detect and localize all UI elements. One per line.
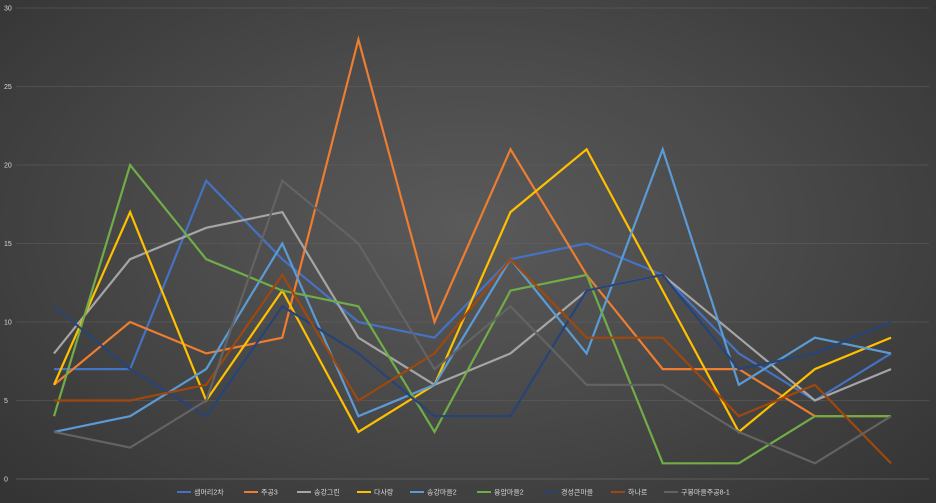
legend-item-9[interactable]: 구봉마을주공8-1 — [664, 488, 730, 497]
gridlines — [16, 7, 929, 480]
series-line-9 — [53, 178, 892, 465]
legend-item-1[interactable]: 샘머리2차 — [177, 488, 224, 497]
series-line-3 — [53, 210, 892, 402]
y-tick-label: 20 — [4, 163, 12, 170]
series-line-8 — [54, 257, 892, 465]
series-line-4 — [52, 147, 892, 434]
y-tick-label: 30 — [4, 6, 12, 13]
y-tick-label: 0 — [4, 477, 8, 484]
legend-label: 송강그린 — [314, 488, 340, 497]
legend-item-3[interactable]: 송강그린 — [297, 488, 340, 497]
y-tick-label: 15 — [4, 241, 12, 248]
legend-label: 용암마을2 — [494, 488, 524, 497]
legend-label: 샘머리2차 — [194, 488, 224, 497]
legend-item-4[interactable]: 다사랑 — [357, 488, 394, 497]
legend-item-5[interactable]: 송강마을2 — [410, 488, 457, 497]
legend-item-2[interactable]: 주공3 — [244, 489, 278, 497]
legend-item-8[interactable]: 하나로 — [611, 488, 648, 497]
y-tick-label: 5 — [4, 398, 8, 405]
series-line-5 — [53, 145, 892, 433]
y-axis-ticks: 0 5 10 15 20 25 30 — [4, 6, 12, 484]
legend-item-6[interactable]: 용암마을2 — [477, 488, 524, 497]
series-lines — [52, 35, 892, 465]
legend-label: 주공3 — [261, 489, 278, 497]
legend[interactable]: 샘머리2차 주공3 송강그린 다사랑 송강마을2 용암마을2 경성큰마을 하나로 구봉마을주공8… — [177, 488, 730, 497]
legend-item-7[interactable]: 경성큰마을 — [544, 488, 594, 497]
legend-label: 경성큰마을 — [561, 488, 594, 497]
legend-label: 구봉마을주공8-1 — [681, 488, 730, 497]
legend-label: 다사랑 — [374, 488, 394, 497]
legend-label: 하나로 — [628, 488, 648, 497]
y-tick-label: 25 — [4, 84, 12, 91]
y-tick-label: 10 — [4, 320, 12, 327]
legend-label: 송강마을2 — [427, 488, 457, 497]
series-line-6 — [52, 162, 891, 465]
